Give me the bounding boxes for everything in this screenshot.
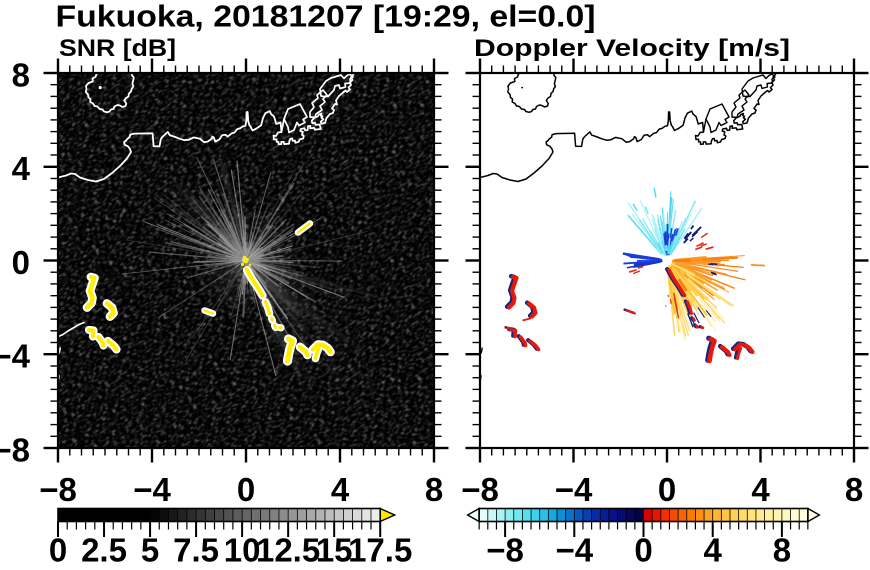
svg-text:15: 15 — [316, 532, 353, 569]
svg-text:0: 0 — [49, 532, 67, 569]
svg-text:−4: −4 — [555, 471, 593, 508]
svg-text:−4: −4 — [133, 471, 171, 508]
svg-text:10: 10 — [224, 532, 261, 569]
svg-text:Fukuoka, 20181207 [19:29, el=0: Fukuoka, 20181207 [19:29, el=0.0] — [56, 0, 596, 34]
svg-text:0: 0 — [658, 471, 676, 508]
svg-text:0: 0 — [12, 244, 30, 281]
svg-text:−8: −8 — [461, 471, 499, 508]
svg-text:4: 4 — [751, 471, 770, 508]
svg-text:−8: −8 — [0, 431, 30, 468]
svg-text:4: 4 — [704, 532, 723, 569]
svg-text:0: 0 — [237, 471, 255, 508]
svg-text:0: 0 — [634, 532, 652, 569]
svg-text:5: 5 — [141, 532, 159, 569]
svg-text:8: 8 — [845, 471, 863, 508]
svg-text:−8: −8 — [39, 471, 77, 508]
svg-text:12.5: 12.5 — [256, 532, 320, 569]
svg-text:4: 4 — [12, 150, 31, 187]
svg-text:Doppler Velocity [m/s]: Doppler Velocity [m/s] — [474, 35, 790, 62]
svg-text:17.5: 17.5 — [348, 532, 412, 569]
svg-text:8: 8 — [12, 56, 30, 93]
svg-text:−8: −8 — [486, 532, 524, 569]
svg-text:8: 8 — [425, 471, 443, 508]
svg-text:SNR [dB]: SNR [dB] — [59, 35, 176, 62]
svg-text:−4: −4 — [555, 532, 593, 569]
svg-text:4: 4 — [331, 471, 350, 508]
svg-text:−4: −4 — [0, 338, 31, 375]
svg-text:8: 8 — [773, 532, 791, 569]
svg-text:7.5: 7.5 — [173, 532, 219, 569]
svg-text:2.5: 2.5 — [81, 532, 127, 569]
